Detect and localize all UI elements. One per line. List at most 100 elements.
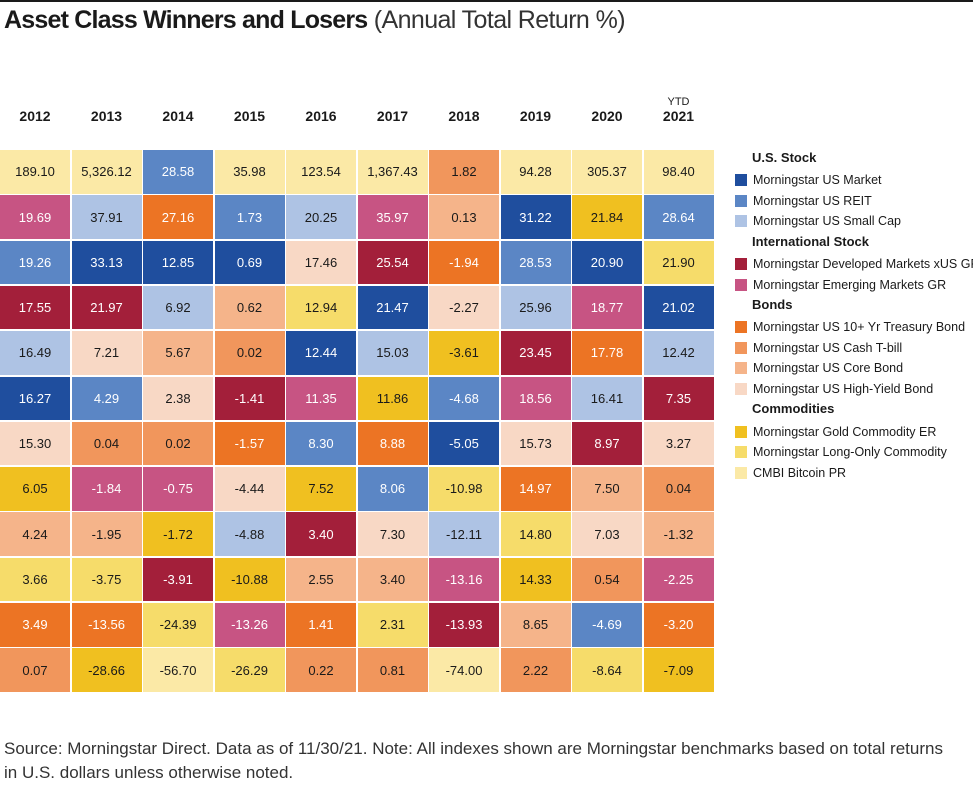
year-header-ytd [501, 96, 571, 108]
return-cell: 2.31 [357, 603, 429, 648]
return-cell: 33.13 [71, 240, 143, 286]
legend-group-title: Bonds [752, 296, 793, 312]
return-cell: 27.16 [143, 195, 214, 240]
return-cell: 28.58 [143, 150, 214, 195]
return-cell: 21.47 [357, 285, 429, 331]
return-cell: -3.61 [429, 331, 500, 376]
top-rule [0, 0, 973, 2]
legend-item: Morningstar Developed Markets xUS GR [735, 254, 973, 275]
return-cell: 2.55 [286, 557, 357, 603]
return-cell: 0.62 [214, 285, 286, 331]
return-cell: 123.54 [286, 150, 357, 195]
return-cell: 7.21 [71, 331, 143, 376]
return-cell: 17.55 [0, 285, 71, 331]
return-cell: 7.35 [643, 376, 715, 421]
return-cell: 98.40 [643, 150, 715, 195]
return-cell: 11.86 [357, 376, 429, 421]
legend-swatch [735, 174, 747, 187]
return-cell: 2.22 [500, 648, 572, 693]
return-cell: -8.64 [572, 648, 643, 693]
return-cell: -13.26 [214, 603, 286, 648]
year-header-ytd: YTD [667, 96, 690, 108]
return-cell: 0.69 [214, 240, 286, 286]
legend-item: Morningstar US High-Yield Bond [735, 379, 973, 400]
return-cell: 3.66 [0, 557, 71, 603]
return-cell: -4.69 [572, 603, 643, 648]
return-cell: 0.13 [429, 195, 500, 240]
return-cell: 14.80 [500, 512, 572, 557]
return-cell: 12.85 [143, 240, 214, 286]
return-cell: 19.69 [0, 195, 71, 240]
legend-label: Morningstar US REIT [753, 193, 872, 208]
return-cell: 18.56 [500, 376, 572, 421]
return-cell: 0.22 [286, 648, 357, 693]
return-cell: 31.22 [500, 195, 572, 240]
year-header-label: 2018 [448, 108, 480, 124]
return-cell: -13.93 [429, 603, 500, 648]
return-cell: -2.27 [429, 285, 500, 331]
year-header: 2015 [215, 96, 285, 124]
legend-label: Morningstar US Core Bond [753, 361, 904, 376]
year-header-label: 2015 [233, 108, 266, 124]
return-cell: 3.40 [357, 557, 429, 603]
return-cell: 16.49 [0, 331, 71, 376]
year-header-label: 2019 [519, 108, 552, 124]
legend-swatch [735, 258, 747, 271]
return-cell: -26.29 [214, 648, 286, 693]
return-cell: -3.20 [643, 603, 715, 648]
return-cell: 28.53 [500, 240, 572, 286]
return-cell: -28.66 [71, 648, 143, 693]
return-cell: 25.96 [500, 285, 572, 331]
return-cell: -3.91 [143, 557, 214, 603]
year-header-ytd [215, 96, 285, 108]
legend-swatch [735, 466, 747, 479]
return-cell: 94.28 [500, 150, 572, 195]
year-header: 2017 [358, 96, 428, 124]
year-header-ytd [358, 96, 428, 108]
return-cell: 21.97 [71, 285, 143, 331]
return-cell: 21.90 [643, 240, 715, 286]
legend-label: CMBI Bitcoin PR [753, 465, 847, 480]
legend-swatch [735, 446, 747, 459]
source-footnote: Source: Morningstar Direct. Data as of 1… [4, 739, 943, 782]
return-cell: 23.45 [500, 331, 572, 376]
legend-group-title: Commodities [752, 401, 835, 417]
year-header-label: 2013 [90, 108, 123, 124]
year-header: 2014 [143, 96, 213, 124]
legend-swatch [735, 362, 747, 375]
return-cell: 6.05 [0, 467, 71, 512]
year-header-label: 2014 [162, 108, 194, 124]
legend-label: Morningstar US 10+ Yr Treasury Bond [753, 320, 966, 335]
year-header-ytd [429, 96, 499, 108]
title-subtitle: (Annual Total Return %) [373, 6, 626, 34]
return-cell: -3.75 [71, 557, 143, 603]
legend-item: CMBI Bitcoin PR [735, 463, 973, 484]
return-cell: 189.10 [0, 150, 71, 195]
legend-label: Morningstar Developed Markets xUS GR [753, 257, 973, 272]
legend-swatch [735, 425, 747, 438]
return-cell: -4.88 [214, 512, 286, 557]
legend-swatch [735, 278, 747, 291]
year-header: 2013 [72, 96, 142, 124]
legend-label: Morningstar Emerging Markets GR [753, 277, 947, 292]
return-cell: -12.11 [429, 512, 500, 557]
year-header-label: 2012 [19, 108, 51, 124]
return-cell: 35.97 [357, 195, 429, 240]
year-header: 2020 [572, 96, 642, 124]
return-cell: 15.73 [500, 421, 572, 467]
return-cell: 3.27 [643, 421, 715, 467]
legend-item: Morningstar Long-Only Commodity [735, 442, 973, 463]
year-header-label: 2021 [662, 108, 695, 124]
return-cell: 1.82 [429, 150, 500, 195]
return-cell: 0.02 [214, 331, 286, 376]
return-cell: -10.88 [214, 557, 286, 603]
year-header-ytd [572, 96, 642, 108]
return-cell: -5.05 [429, 421, 500, 467]
return-cell: 8.97 [572, 421, 643, 467]
return-cell: -1.57 [214, 421, 286, 467]
return-cell: 17.46 [286, 240, 357, 286]
return-cell: 8.06 [357, 467, 429, 512]
legend-item: Morningstar US REIT [735, 191, 973, 212]
return-cell: -1.84 [71, 467, 143, 512]
